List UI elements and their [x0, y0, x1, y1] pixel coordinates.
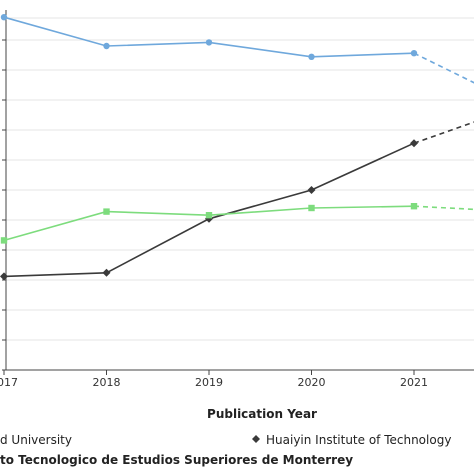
x-tick-labels: 2017 2018 2019 2020 2021 [0, 376, 428, 389]
data-point [103, 208, 110, 215]
x-axis-title: Publication Year [207, 407, 317, 421]
series-line-projected [413, 205, 474, 211]
x-tick-label: 2021 [400, 376, 428, 389]
data-point [0, 237, 8, 244]
series-markers [0, 14, 418, 281]
data-point [307, 186, 316, 194]
series-line [3, 142, 415, 278]
data-point [410, 203, 418, 210]
series-line [3, 205, 415, 242]
series-line-projected [413, 121, 474, 144]
data-point [205, 39, 213, 46]
data-point [0, 272, 8, 281]
gridlines [6, 17, 474, 371]
x-tick-label: 2018 [93, 376, 121, 389]
data-point [0, 14, 8, 21]
series-line [3, 16, 415, 58]
data-point [308, 53, 315, 60]
legend: d University Huaiyin Institute of Techno… [0, 433, 451, 467]
data-point [308, 204, 315, 212]
data-point [205, 212, 213, 219]
x-tick-label: 2020 [298, 376, 326, 389]
data-point [410, 139, 418, 148]
series-lines [3, 16, 474, 278]
data-point [103, 42, 110, 50]
x-tick-marks [3, 370, 415, 375]
x-tick-label: 2017 [0, 376, 18, 389]
x-tick-label: 2019 [195, 376, 223, 389]
legend-label-monterrey: to Tecnologico de Estudios Superiores de… [0, 453, 353, 467]
legend-label-university: d University [0, 433, 72, 447]
y-tick-marks [2, 39, 6, 371]
data-point [102, 268, 111, 277]
legend-marker-huaiyin [252, 435, 260, 443]
legend-label-huaiyin: Huaiyin Institute of Technology [266, 433, 451, 447]
data-point [410, 50, 418, 57]
series-line-projected [413, 52, 474, 84]
